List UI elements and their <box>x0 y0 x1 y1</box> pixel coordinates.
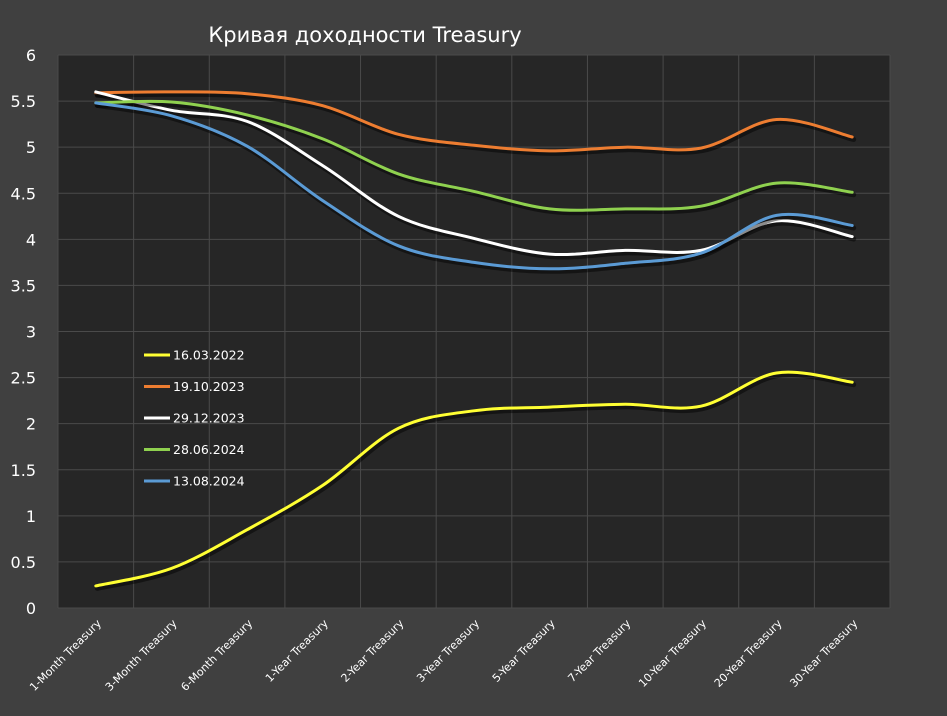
series-line-16.03.2022 <box>94 370 854 588</box>
y-tick-label: 2 <box>26 415 36 434</box>
y-tick-label: 2.5 <box>11 369 36 388</box>
series-line-shadow <box>94 372 857 591</box>
legend-label: 19.10.2023 <box>173 379 245 394</box>
y-tick-label: 4.5 <box>11 184 36 203</box>
legend-label: 13.08.2024 <box>173 474 245 489</box>
y-tick-label: 5.5 <box>11 92 36 111</box>
y-tick-label: 4 <box>26 230 36 249</box>
y-tick-label: 0 <box>26 599 36 618</box>
y-tick-label: 1.5 <box>11 461 36 480</box>
y-axis-ticks: 0 0.5 1 1.5 2 2.5 3 3.5 4 4.5 5 5.5 6 <box>11 46 36 618</box>
legend-label: 28.06.2024 <box>173 442 245 457</box>
y-tick-label: 0.5 <box>11 553 36 572</box>
legend-label: 29.12.2023 <box>173 411 245 426</box>
y-tick-label: 5 <box>26 138 36 157</box>
chart-title: Кривая доходности Treasury <box>208 23 521 47</box>
y-tick-label: 3.5 <box>11 276 36 295</box>
series-lines <box>94 90 857 591</box>
y-tick-label: 3 <box>26 323 36 342</box>
series-line-28.06.2024 <box>94 99 854 212</box>
series-line-shadow <box>94 102 857 274</box>
y-tick-label: 6 <box>26 46 36 65</box>
series-line-shadow <box>94 91 857 260</box>
grid-lines <box>57 54 891 609</box>
series-line-13.08.2024 <box>94 101 854 271</box>
series-line-19.10.2023 <box>94 90 854 153</box>
legend-label: 16.03.2022 <box>173 348 245 363</box>
legend: 16.03.2022 19.10.2023 29.12.2023 28.06.2024… <box>144 348 245 489</box>
y-tick-label: 1 <box>26 507 36 526</box>
series-line-shadow <box>94 91 857 156</box>
series-line-shadow <box>94 101 857 216</box>
